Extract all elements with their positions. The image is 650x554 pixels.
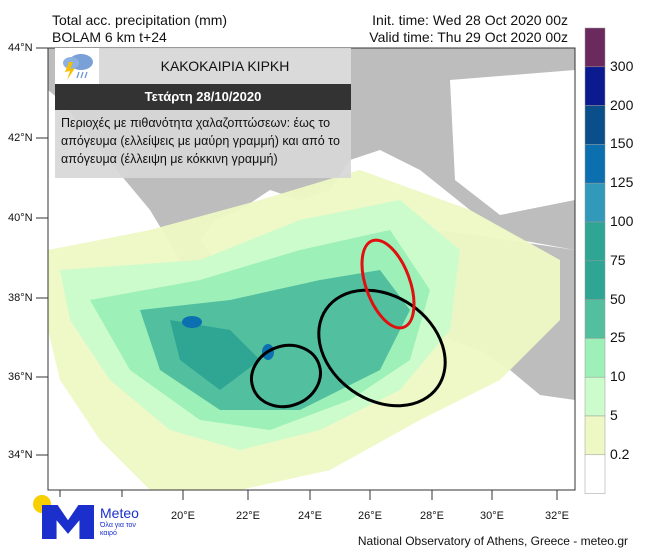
logo-tagline: Όλα για τον καιρό [100, 522, 136, 537]
lat-label: 36°N [8, 371, 33, 383]
colorbar-label: 5 [610, 407, 618, 423]
lat-label: 40°N [8, 212, 33, 224]
colorbar-label: 125 [610, 174, 634, 191]
colorbar-segment [584, 221, 606, 262]
lon-label: 28°E [420, 510, 444, 522]
m-logo-icon [42, 505, 94, 539]
lat-label: 38°N [8, 292, 33, 304]
lat-label: 34°N [8, 449, 33, 461]
info-header: ΚΑΚΟΚΑΙΡΙΑ ΚΙΡΚΗ [55, 48, 351, 84]
colorbar-segment [584, 454, 606, 494]
lat-label: 44°N [8, 42, 33, 54]
colorbar-label: 100 [610, 213, 634, 229]
credit-text: National Observatory of Athens, Greece -… [357, 534, 628, 548]
colorbar-segment [584, 338, 606, 378]
hail-ellipse-morning-west [250, 343, 322, 409]
colorbar-segment [584, 105, 606, 145]
meteo-logo: Meteo Όλα για τον καιρό [30, 495, 150, 545]
thunderstorm-cloud-icon [55, 48, 99, 84]
colorbar-segment [584, 376, 606, 417]
colorbar-segment [584, 27, 606, 68]
colorbar-segment [584, 182, 606, 223]
lon-label: 32°E [545, 510, 569, 522]
lon-label: 24°E [298, 510, 322, 522]
colorbar [584, 27, 606, 494]
info-box: ΚΑΚΟΚΑΙΡΙΑ ΚΙΡΚΗ Τετάρτη 28/10/2020 Περι… [55, 48, 351, 178]
lon-label: 26°E [358, 510, 382, 522]
colorbar-label: 150 [610, 135, 634, 152]
valid-time: Valid time: Thu 29 Oct 2020 00z [369, 29, 568, 45]
init-time: Init. time: Wed 28 Oct 2020 00z [372, 12, 568, 28]
colorbar-segment [584, 260, 606, 300]
precip-150 [182, 316, 202, 328]
logo-name: Meteo [100, 505, 139, 521]
lon-label: 30°E [480, 510, 504, 522]
colorbar-segment [584, 415, 606, 456]
map-title: Total acc. precipitation (mm) [52, 12, 228, 28]
precip-50 [170, 320, 260, 390]
colorbar-segment [584, 144, 606, 184]
colorbar-label: 0.2 [610, 445, 630, 462]
black-sea [450, 70, 575, 215]
colorbar-label: 25 [610, 329, 626, 346]
colorbar-label: 300 [610, 57, 634, 74]
colorbar-label: 10 [610, 368, 626, 385]
hail-ellipse-afternoon [360, 238, 416, 330]
lat-label: 42°N [8, 132, 33, 144]
info-text: Περιοχές με πιθανότητα χαλαζοπτώσεων: έω… [55, 110, 351, 178]
colorbar-segment [584, 299, 606, 339]
info-title: ΚΑΚΟΚΑΙΡΙΑ ΚΙΡΚΗ [160, 58, 290, 74]
colorbar-segment [584, 66, 606, 106]
colorbar-label: 200 [610, 96, 634, 113]
lon-label: 20°E [171, 510, 195, 522]
lon-label: 22°E [236, 510, 260, 522]
colorbar-label: 50 [610, 290, 626, 307]
hail-ellipse-morning-east [317, 288, 447, 408]
colorbar-label: 75 [610, 251, 626, 268]
model-label: BOLAM 6 km t+24 [52, 29, 167, 45]
info-date: Τετάρτη 28/10/2020 [55, 84, 351, 110]
